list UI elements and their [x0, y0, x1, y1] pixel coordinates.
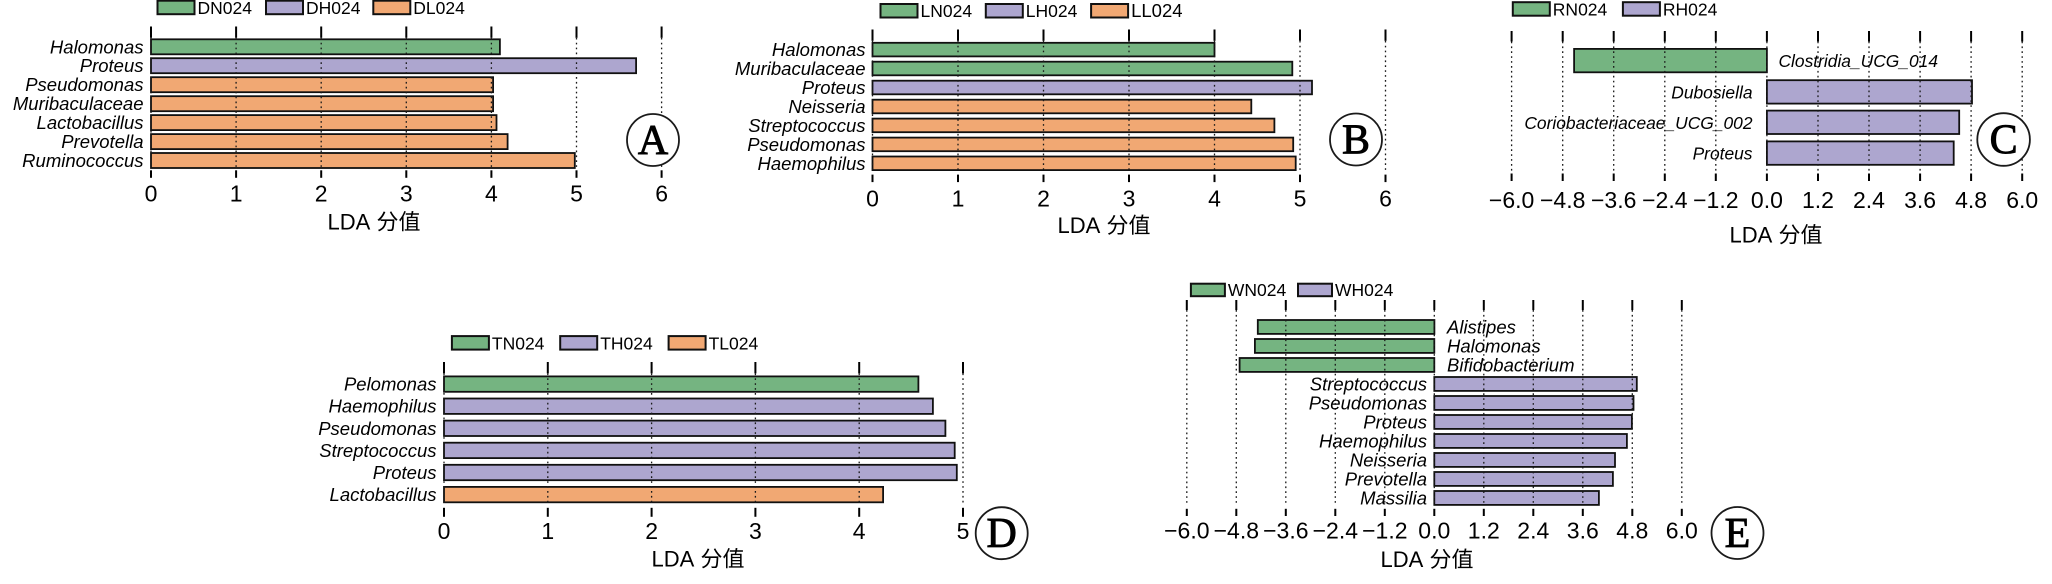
svg-text:−4.8: −4.8 — [1540, 187, 1585, 213]
svg-text:1: 1 — [952, 186, 965, 212]
svg-text:Coriobacteriaceae_UCG_002: Coriobacteriaceae_UCG_002 — [1524, 113, 1752, 133]
svg-text:Halomonas: Halomonas — [1447, 336, 1541, 357]
svg-text:Pseudomonas: Pseudomonas — [747, 134, 865, 155]
svg-text:−3.6: −3.6 — [1591, 187, 1636, 213]
svg-text:Clostridia_UCG_014: Clostridia_UCG_014 — [1779, 51, 1939, 71]
svg-text:Streptococcus: Streptococcus — [748, 115, 865, 136]
svg-text:4: 4 — [485, 181, 498, 207]
svg-text:Lactobacillus: Lactobacillus — [37, 112, 144, 133]
svg-text:Haemophilus: Haemophilus — [758, 153, 866, 174]
svg-text:TH024: TH024 — [600, 333, 653, 353]
svg-text:RH024: RH024 — [1663, 0, 1718, 19]
svg-text:0.0: 0.0 — [1751, 187, 1783, 213]
svg-text:4.8: 4.8 — [1955, 187, 1987, 213]
svg-text:TN024: TN024 — [492, 333, 545, 353]
svg-text:5: 5 — [1294, 186, 1307, 212]
svg-text:Haemophilus: Haemophilus — [1319, 431, 1427, 452]
svg-text:4.8: 4.8 — [1616, 518, 1648, 544]
svg-text:Alistipes: Alistipes — [1446, 317, 1516, 338]
svg-text:Halomonas: Halomonas — [772, 39, 866, 60]
svg-text:2: 2 — [1037, 186, 1050, 212]
svg-text:−2.4: −2.4 — [1313, 518, 1359, 544]
svg-text:LN024: LN024 — [921, 1, 973, 21]
svg-text:0: 0 — [438, 518, 451, 544]
svg-text:−6.0: −6.0 — [1489, 187, 1534, 213]
svg-text:1.2: 1.2 — [1802, 187, 1834, 213]
svg-text:3.6: 3.6 — [1567, 518, 1599, 544]
svg-text:6: 6 — [1379, 186, 1392, 212]
svg-text:LDA: LDA — [652, 547, 695, 572]
svg-text:6.0: 6.0 — [2006, 187, 2038, 213]
svg-text:Neisseria: Neisseria — [1350, 450, 1427, 471]
svg-text:A: A — [638, 118, 669, 164]
svg-text:6.0: 6.0 — [1666, 518, 1698, 544]
svg-text:B: B — [1342, 118, 1370, 164]
svg-text:−2.4: −2.4 — [1642, 187, 1688, 213]
svg-text:−4.8: −4.8 — [1214, 518, 1259, 544]
svg-text:2: 2 — [315, 181, 328, 207]
svg-text:1: 1 — [230, 181, 243, 207]
svg-text:Pseudomonas: Pseudomonas — [1309, 393, 1427, 414]
svg-text:LDA: LDA — [1730, 223, 1773, 248]
svg-text:WN024: WN024 — [1228, 280, 1287, 300]
svg-text:Streptococcus: Streptococcus — [1310, 374, 1427, 395]
svg-text:Proteus: Proteus — [373, 462, 437, 483]
svg-text:Ruminococcus: Ruminococcus — [22, 150, 143, 171]
svg-text:RN024: RN024 — [1553, 0, 1608, 19]
svg-text:1.2: 1.2 — [1468, 518, 1500, 544]
svg-text:DN024: DN024 — [198, 0, 253, 18]
svg-text:Proteus: Proteus — [1693, 144, 1753, 164]
svg-text:Muribaculaceae: Muribaculaceae — [735, 58, 866, 79]
svg-text:−1.2: −1.2 — [1693, 187, 1738, 213]
svg-text:LDA: LDA — [328, 210, 371, 235]
svg-text:−1.2: −1.2 — [1362, 518, 1407, 544]
svg-text:−3.6: −3.6 — [1263, 518, 1308, 544]
svg-text:Prevotella: Prevotella — [61, 131, 143, 152]
svg-text:3: 3 — [749, 518, 762, 544]
svg-text:Proteus: Proteus — [802, 77, 866, 98]
svg-text:Pelomonas: Pelomonas — [344, 374, 437, 395]
svg-text:LL024: LL024 — [1131, 0, 1182, 21]
svg-text:Muribaculaceae: Muribaculaceae — [13, 93, 144, 114]
svg-text:Prevotella: Prevotella — [1345, 469, 1427, 490]
svg-text:5: 5 — [570, 181, 583, 207]
svg-text:LH024: LH024 — [1026, 1, 1078, 21]
svg-text:0: 0 — [145, 181, 158, 207]
svg-text:Neisseria: Neisseria — [788, 96, 865, 117]
svg-text:TL024: TL024 — [709, 333, 759, 353]
svg-text:Dubosiella: Dubosiella — [1671, 82, 1753, 102]
svg-text:Pseudomonas: Pseudomonas — [318, 418, 436, 439]
svg-text:LDA: LDA — [1381, 547, 1424, 572]
svg-text:DL024: DL024 — [413, 0, 465, 18]
svg-text:3.6: 3.6 — [1904, 187, 1936, 213]
svg-text:Streptococcus: Streptococcus — [319, 440, 436, 461]
svg-text:−6.0: −6.0 — [1164, 518, 1209, 544]
svg-text:Proteus: Proteus — [1363, 412, 1427, 433]
svg-text:DH024: DH024 — [306, 0, 361, 18]
svg-text:Haemophilus: Haemophilus — [329, 396, 437, 417]
svg-text:Massilia: Massilia — [1360, 488, 1427, 509]
svg-text:Bifidobacterium: Bifidobacterium — [1447, 355, 1575, 376]
svg-text:Pseudomonas: Pseudomonas — [25, 74, 143, 95]
svg-text:Lactobacillus: Lactobacillus — [330, 484, 437, 505]
svg-text:0.0: 0.0 — [1418, 518, 1450, 544]
svg-text:E: E — [1725, 511, 1751, 557]
svg-text:D: D — [987, 511, 1017, 557]
svg-text:C: C — [1990, 118, 2018, 164]
svg-text:3: 3 — [1123, 186, 1136, 212]
svg-text:2: 2 — [645, 518, 658, 544]
svg-text:3: 3 — [400, 181, 413, 207]
svg-text:2.4: 2.4 — [1517, 518, 1549, 544]
svg-text:4: 4 — [1208, 186, 1221, 212]
svg-text:1: 1 — [541, 518, 554, 544]
svg-text:Halomonas: Halomonas — [50, 36, 144, 57]
svg-text:WH024: WH024 — [1335, 280, 1394, 300]
svg-text:LDA: LDA — [1058, 213, 1101, 238]
svg-text:Proteus: Proteus — [80, 55, 144, 76]
svg-text:5: 5 — [957, 518, 970, 544]
svg-text:6: 6 — [655, 181, 668, 207]
svg-text:4: 4 — [853, 518, 866, 544]
svg-text:0: 0 — [866, 186, 879, 212]
svg-text:2.4: 2.4 — [1853, 187, 1885, 213]
